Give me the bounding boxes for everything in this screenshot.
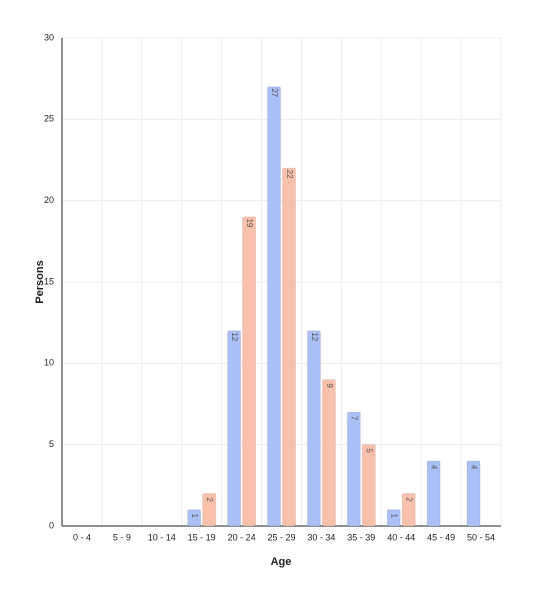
- x-tick-label: 5 - 9: [113, 532, 131, 542]
- y-tick-label: 20: [44, 195, 54, 205]
- bar: [227, 330, 242, 527]
- x-tick-label: 20 - 24: [228, 532, 256, 542]
- bar-value-label: 19: [245, 218, 254, 227]
- y-tick-label: 25: [44, 114, 54, 124]
- bar: [306, 330, 321, 527]
- x-axis-title: Age: [271, 556, 292, 568]
- y-tick-label: 15: [44, 276, 54, 286]
- y-tick-label: 0: [49, 520, 54, 530]
- bar-value-label: 27: [270, 88, 279, 97]
- bar: [242, 216, 257, 527]
- bar: [267, 86, 281, 527]
- bar: [321, 379, 336, 527]
- bar: [187, 509, 202, 527]
- bar-value-label: 12: [310, 332, 319, 341]
- bar: [401, 492, 416, 527]
- x-tick-label: 40 - 44: [387, 532, 415, 542]
- bar: [361, 444, 376, 527]
- x-tick-label: 15 - 19: [188, 532, 216, 542]
- bar-value-label: 1: [190, 514, 199, 519]
- bar-value-label: 9: [325, 383, 334, 388]
- bar-value-label: 4: [430, 465, 439, 470]
- y-tick-label: 10: [44, 358, 54, 368]
- bar-value-label: 1: [390, 514, 399, 519]
- x-tick-label: 10 - 14: [148, 532, 176, 542]
- bar-value-label: 2: [405, 497, 414, 502]
- x-tick-label: 45 - 49: [427, 532, 455, 542]
- y-tick-label: 30: [44, 32, 54, 42]
- x-tick-label: 30 - 34: [307, 532, 335, 542]
- x-tick-label: 35 - 39: [347, 532, 375, 542]
- bar: [282, 167, 296, 527]
- x-tick-label: 25 - 29: [267, 532, 295, 542]
- bar: [386, 509, 401, 527]
- bar-value-label: 12: [230, 332, 239, 341]
- x-tick-label: 0 - 4: [73, 532, 91, 542]
- bar: [346, 411, 361, 527]
- x-tick-label: 50 - 54: [467, 532, 495, 542]
- bar-value-label: 2: [205, 497, 214, 502]
- bar: [202, 492, 217, 527]
- bar-value-label: 22: [285, 170, 294, 179]
- bar: [466, 460, 481, 527]
- bar: [426, 460, 441, 527]
- y-tick-label: 5: [49, 439, 54, 449]
- bar-value-label: 5: [365, 448, 374, 453]
- bar-value-label: 7: [350, 416, 359, 421]
- bar-value-label: 4: [469, 465, 478, 470]
- y-axis-title: Persons: [34, 260, 46, 303]
